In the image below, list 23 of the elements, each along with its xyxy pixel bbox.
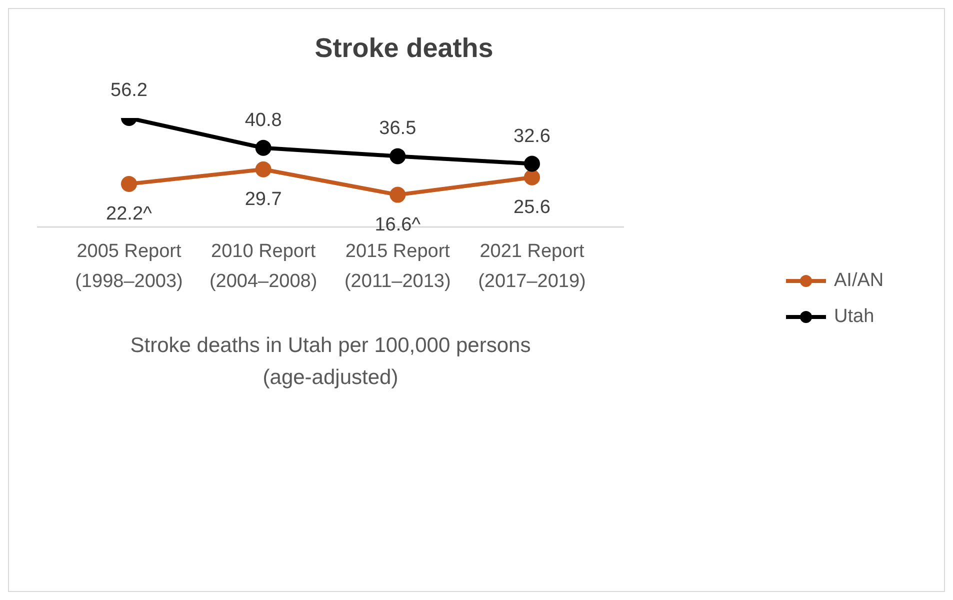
- data-label: 16.6^: [374, 214, 421, 236]
- data-label: 22.2^: [106, 203, 152, 224]
- point: [524, 169, 540, 186]
- point: [390, 186, 406, 203]
- x-axis-title: Stroke deaths in Utah per 100,000 persons (age-adjusted): [130, 334, 531, 389]
- x-tick-label: 2021 Report (2017–2019): [478, 241, 586, 292]
- chart-title: Stroke deaths: [314, 33, 494, 64]
- legend-label: Utah: [834, 306, 874, 328]
- data-label: 29.7: [244, 188, 282, 210]
- data-label: 25.6: [514, 196, 550, 218]
- point: [255, 161, 272, 178]
- point: [121, 176, 137, 192]
- x-tick-label: 2010 Report (2004–2008): [209, 241, 318, 292]
- x-tick-label: 2005 Report (1998–2003): [75, 241, 183, 292]
- legend-label: AI/AN: [834, 270, 884, 292]
- x-tick-label: 2015 Report (2011–2013): [344, 241, 451, 292]
- point: [390, 148, 406, 164]
- data-label: 56.2: [110, 80, 148, 101]
- data-label: 36.5: [379, 118, 416, 140]
- data-label: 32.6: [514, 126, 550, 147]
- point: [255, 140, 272, 156]
- data-label: 40.8: [244, 110, 282, 131]
- point: [524, 156, 540, 172]
